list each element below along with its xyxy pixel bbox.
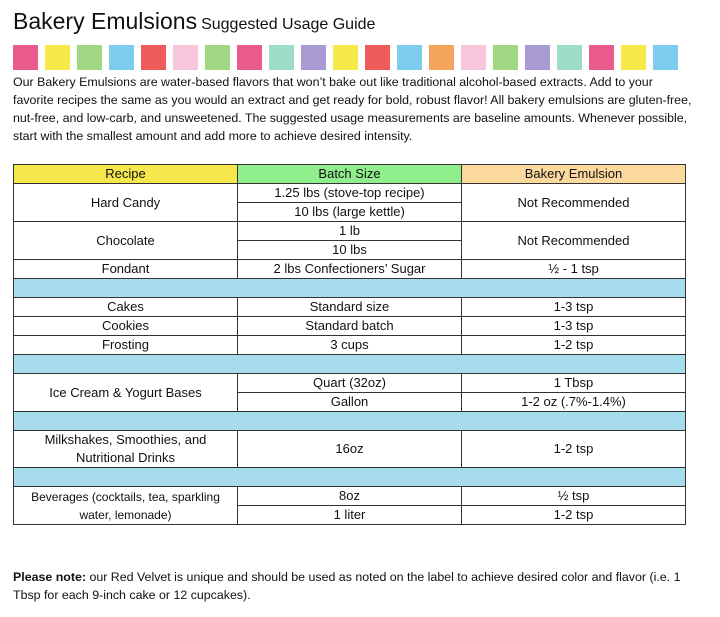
batch-cell: Quart (32oz) — [237, 373, 462, 393]
batch-cell: 10 lbs (large kettle) — [237, 202, 462, 222]
separator-cell — [13, 354, 686, 374]
batch-cell: 16oz — [237, 430, 462, 468]
note-label: Please note: — [13, 570, 86, 584]
color-swatches — [13, 45, 678, 70]
separator-row — [13, 354, 686, 374]
table-row: Chocolate 1 lb Not Recommended — [13, 221, 686, 260]
recipe-cell: Ice Cream & Yogurt Bases — [13, 373, 238, 412]
emulsion-cell: 1-2 tsp — [461, 505, 686, 525]
table-row: Beverages (cocktails, tea, sparkling wat… — [13, 486, 686, 525]
batch-cell: 1 lb — [237, 221, 462, 241]
note: Please note: our Red Velvet is unique an… — [13, 568, 703, 604]
separator-row — [13, 467, 686, 487]
title-block: Bakery Emulsions Suggested Usage Guide — [13, 8, 375, 35]
emulsion-cell: 1-3 tsp — [461, 297, 686, 317]
recipe-cell: Cookies — [13, 316, 238, 336]
separator-row — [13, 278, 686, 298]
emulsion-cell: 1-2 tsp — [461, 430, 686, 468]
intro: Our Bakery Emulsions are water-based fla… — [13, 75, 692, 143]
separator-cell — [13, 467, 686, 487]
batch-cell: Standard size — [237, 297, 462, 317]
emulsion-cell: 1-2 oz (.7%-1.4%) — [461, 392, 686, 412]
emulsion-cell: 1 Tbsp — [461, 373, 686, 393]
emulsion-cell: ½ - 1 tsp — [461, 259, 686, 279]
batch-cell: 2 lbs Confectioners’ Sugar — [237, 259, 462, 279]
title: Bakery Emulsions — [13, 8, 198, 34]
note-text: our Red Velvet is unique and should be u… — [13, 570, 681, 602]
emulsion-cell: Not Recommended — [461, 221, 686, 260]
emulsion-cell: Not Recommended — [461, 183, 686, 222]
recipe-cell: Beverages (cocktails, tea, sparkling wat… — [13, 486, 238, 525]
column-header: Bakery Emulsion — [461, 164, 686, 184]
batch-cell: 1 liter — [237, 505, 462, 525]
batch-cell: 3 cups — [237, 335, 462, 355]
separator-cell — [13, 278, 686, 298]
separator-row — [13, 411, 686, 431]
recipe-cell: Milkshakes, Smoothies, and Nutritional D… — [13, 430, 238, 468]
column-header: Recipe — [13, 164, 238, 184]
table-row: Hard Candy 1.25 lbs (stove-top recipe) Not… — [13, 183, 686, 222]
emulsion-cell: 1-2 tsp — [461, 335, 686, 355]
batch-cell: 8oz — [237, 486, 462, 506]
table-row: Cookies Standard batch 1-3 tsp — [13, 316, 686, 336]
separator-cell — [13, 411, 686, 431]
table-row: Milkshakes, Smoothies, and Nutritional D… — [13, 430, 686, 468]
recipe-cell: Chocolate — [13, 221, 238, 260]
table-row: Frosting 3 cups 1-2 tsp — [13, 335, 686, 355]
batch-cell: 1.25 lbs (stove-top recipe) — [237, 183, 462, 203]
table-row: Ice Cream & Yogurt Bases Quart (32oz) 1 Tb… — [13, 373, 686, 412]
recipe-cell: Fondant — [13, 259, 238, 279]
column-header: Batch Size — [237, 164, 462, 184]
emulsion-cell: 1-3 tsp — [461, 316, 686, 336]
emulsion-cell: ½ tsp — [461, 486, 686, 506]
batch-cell: Gallon — [237, 392, 462, 412]
table-row: 1 liter 1-2 tsp — [14, 505, 686, 525]
table-row: Fondant 2 lbs Confectioners’ Sugar ½ - 1 t… — [13, 259, 686, 279]
recipe-cell: Hard Candy — [13, 183, 238, 222]
recipe-cell: Frosting — [13, 335, 238, 355]
subtitle: Suggested Usage Guide — [201, 16, 376, 33]
recipe-cell: Cakes — [13, 297, 238, 317]
batch-cell: Standard batch — [237, 316, 462, 336]
batch-cell: 10 lbs — [237, 240, 462, 260]
table-row: Cakes Standard size 1-3 tsp — [13, 297, 686, 317]
usage-table: Recipe Batch Size Bakery Emulsion Hard C… — [13, 164, 686, 525]
